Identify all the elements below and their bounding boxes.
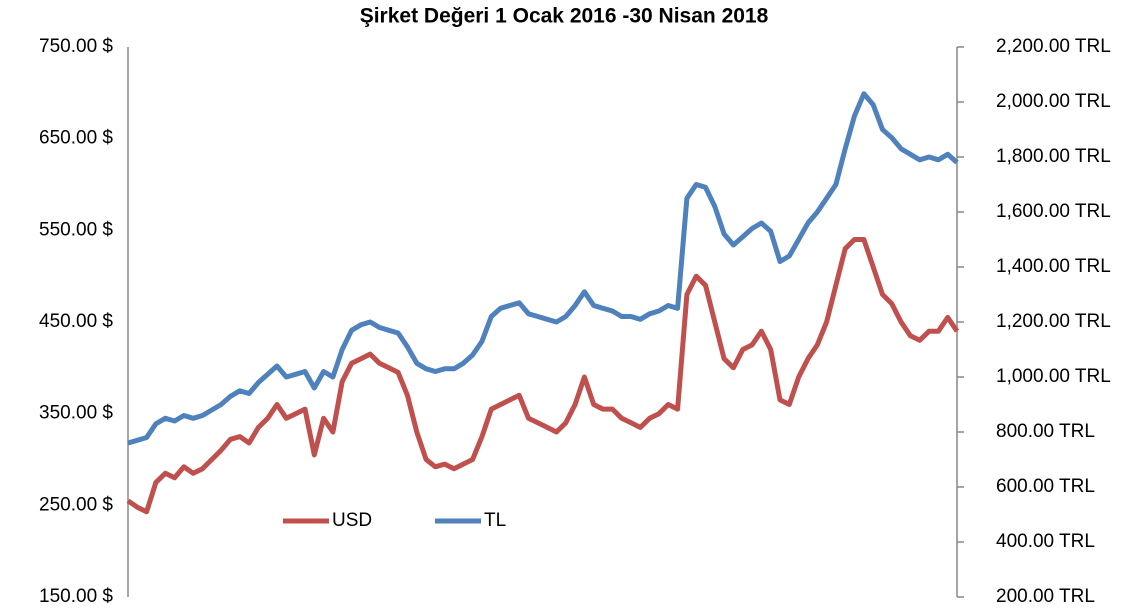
line-series xyxy=(127,91,959,446)
y-tick-label: 150.00 $ xyxy=(39,586,113,607)
y2-tick-label: 1,600.00 TRL xyxy=(996,201,1111,222)
y2-tick-label: 2,200.00 TRL xyxy=(996,36,1111,57)
y2-tick-label: 1,200.00 TRL xyxy=(996,311,1111,332)
y2-tick-label: 400.00 TRL xyxy=(996,531,1095,552)
y-tick-label: 350.00 $ xyxy=(39,403,113,424)
line-series xyxy=(126,237,960,515)
y2-tick-label: 1,400.00 TRL xyxy=(996,256,1111,277)
y-tick-label: 550.00 $ xyxy=(39,219,113,240)
y2-tick-label: 1,800.00 TRL xyxy=(996,146,1111,167)
y-tick-label: 450.00 $ xyxy=(39,311,113,332)
y2-tick-label: 200.00 TRL xyxy=(996,586,1095,607)
y-tick-label: 650.00 $ xyxy=(39,128,113,149)
y-tick-label: 750.00 $ xyxy=(39,36,113,57)
y-tick-label: 250.00 $ xyxy=(39,494,113,515)
legend-label: USD xyxy=(332,510,372,531)
y2-tick-label: 1,000.00 TRL xyxy=(996,366,1111,387)
chart-title: Şirket Değeri 1 Ocak 2016 -30 Nisan 2018 xyxy=(360,5,769,28)
y2-tick-label: 800.00 TRL xyxy=(996,421,1095,442)
legend-label: TL xyxy=(484,510,506,531)
y2-tick-label: 600.00 TRL xyxy=(996,476,1095,497)
y2-tick-label: 2,000.00 TRL xyxy=(996,91,1111,112)
